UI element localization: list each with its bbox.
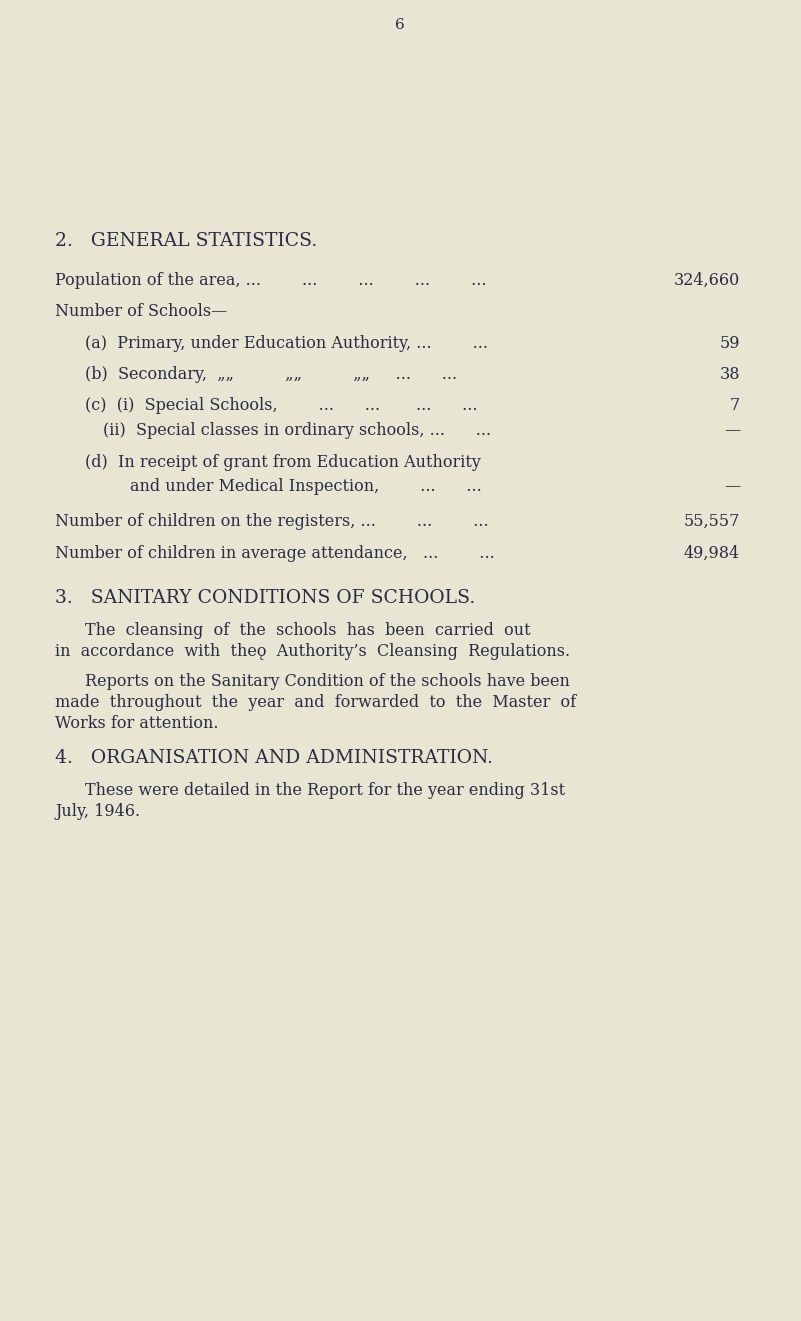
Text: 6: 6 bbox=[395, 18, 405, 32]
Text: Number of Schools—: Number of Schools— bbox=[55, 303, 227, 320]
Text: and under Medical Inspection,        ...      ...: and under Medical Inspection, ... ... bbox=[130, 478, 481, 495]
Text: —: — bbox=[724, 421, 740, 439]
Text: 59: 59 bbox=[719, 336, 740, 351]
Text: July, 1946.: July, 1946. bbox=[55, 803, 140, 820]
Text: 2.   GENERAL STATISTICS.: 2. GENERAL STATISTICS. bbox=[55, 232, 317, 250]
Text: 4.   ORGANISATION AND ADMINISTRATION.: 4. ORGANISATION AND ADMINISTRATION. bbox=[55, 749, 493, 768]
Text: Number of children in average attendance,   ...        ...: Number of children in average attendance… bbox=[55, 546, 495, 561]
Text: 38: 38 bbox=[719, 366, 740, 383]
Text: (d)  In receipt of grant from Education Authority: (d) In receipt of grant from Education A… bbox=[85, 454, 481, 472]
Text: Number of children on the registers, ...        ...        ...: Number of children on the registers, ...… bbox=[55, 513, 489, 530]
Text: in  accordance  with  theǫ  Authority’s  Cleansing  Regulations.: in accordance with theǫ Authority’s Clea… bbox=[55, 643, 570, 660]
Text: —: — bbox=[724, 478, 740, 495]
Text: Reports on the Sanitary Condition of the schools have been: Reports on the Sanitary Condition of the… bbox=[85, 672, 570, 690]
Text: 7: 7 bbox=[730, 398, 740, 413]
Text: 49,984: 49,984 bbox=[684, 546, 740, 561]
Text: (b)  Secondary,  „„          „„          „„     ...      ...: (b) Secondary, „„ „„ „„ ... ... bbox=[85, 366, 457, 383]
Text: The  cleansing  of  the  schools  has  been  carried  out: The cleansing of the schools has been ca… bbox=[85, 622, 530, 639]
Text: 3.   SANITARY CONDITIONS OF SCHOOLS.: 3. SANITARY CONDITIONS OF SCHOOLS. bbox=[55, 589, 475, 608]
Text: Population of the area, ...        ...        ...        ...        ...: Population of the area, ... ... ... ... … bbox=[55, 272, 486, 289]
Text: 55,557: 55,557 bbox=[683, 513, 740, 530]
Text: These were detailed in the Report for the year ending 31st: These were detailed in the Report for th… bbox=[85, 782, 566, 799]
Text: 324,660: 324,660 bbox=[674, 272, 740, 289]
Text: made  throughout  the  year  and  forwarded  to  the  Master  of: made throughout the year and forwarded t… bbox=[55, 694, 576, 711]
Text: Works for attention.: Works for attention. bbox=[55, 715, 219, 732]
Text: (a)  Primary, under Education Authority, ...        ...: (a) Primary, under Education Authority, … bbox=[85, 336, 488, 351]
Text: (c)  (i)  Special Schools,        ...      ...       ...      ...: (c) (i) Special Schools, ... ... ... ... bbox=[85, 398, 477, 413]
Text: (ii)  Special classes in ordinary schools, ...      ...: (ii) Special classes in ordinary schools… bbox=[103, 421, 491, 439]
